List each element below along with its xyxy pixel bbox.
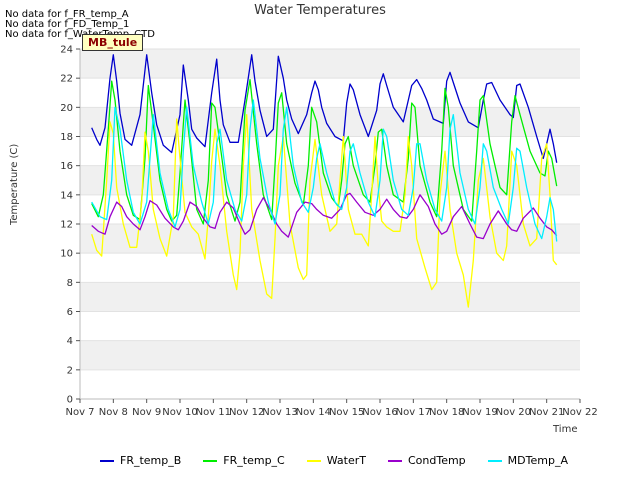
x-axis-label: Time: [553, 424, 578, 435]
no-data-note-3: No data for f_WaterTemp_CTD: [5, 29, 155, 40]
legend-swatch: [203, 459, 218, 462]
legend-label: FR_temp_C: [223, 454, 285, 467]
x-tick-label: Nov 21: [529, 407, 564, 418]
y-tick-label: 18: [60, 132, 73, 143]
legend-swatch: [100, 459, 114, 462]
y-axis-label: Temperature (C): [9, 143, 20, 225]
legend-swatch: [487, 459, 502, 462]
legend-item-CondTemp: CondTemp: [387, 454, 466, 467]
legend-item-FR_temp_B: FR_temp_B: [100, 454, 181, 467]
background-bands: [80, 48, 580, 400]
y-tick-label: 20: [60, 103, 73, 114]
legend-item-MDTemp_A: MDTemp_A: [487, 454, 568, 467]
series-line-WaterT: [91, 113, 558, 308]
legend-label: MDTemp_A: [507, 454, 568, 467]
chart-title: Water Temperatures: [254, 3, 386, 18]
legend-item-FR_temp_C: FR_temp_C: [203, 454, 285, 467]
legend-item-WaterT: WaterT: [306, 454, 366, 467]
x-tick-label: Nov 10: [162, 407, 197, 418]
grid-band: [80, 107, 580, 137]
x-tick-label: Nov 12: [229, 407, 264, 418]
x-tick-label: Nov 7: [65, 407, 94, 418]
x-tick-label: Nov 22: [562, 407, 597, 418]
series-layer: [91, 54, 558, 308]
y-tick-label: 10: [60, 249, 73, 260]
legend: FR_temp_B FR_temp_C WaterT CondTemp MDTemp_A: [100, 454, 568, 467]
legend-label: CondTemp: [407, 454, 466, 467]
x-tick-label: Nov 13: [262, 407, 297, 418]
legend-swatch: [306, 459, 321, 462]
y-tick-label: 4: [67, 336, 73, 347]
x-tick-label: Nov 19: [462, 407, 497, 418]
x-tick-label: Nov 17: [396, 407, 431, 418]
y-tick-label: 24: [60, 45, 73, 56]
series-line-CondTemp: [91, 192, 558, 240]
x-tick-label: Nov 8: [99, 407, 128, 418]
series-line-MDTemp_A: [91, 99, 558, 242]
x-tick-label: Nov 11: [196, 407, 231, 418]
grid-band: [80, 340, 580, 370]
legend-swatch: [387, 459, 402, 462]
legend-label: FR_temp_B: [120, 454, 182, 467]
x-tick-label: Nov 18: [429, 407, 464, 418]
x-tick-label: Nov 16: [362, 407, 397, 418]
y-tick-label: 0: [67, 395, 73, 406]
legend-label: WaterT: [326, 454, 366, 467]
x-tick-label: Nov 15: [329, 407, 364, 418]
grid-band: [80, 165, 580, 195]
site-tag: MB_tule: [82, 34, 144, 51]
y-tick-label: 14: [60, 190, 73, 201]
no-data-note-1: No data for f_FR_temp_A: [5, 9, 129, 20]
no-data-note-2: No data for f_FD_Temp_1: [5, 19, 130, 30]
x-tick-label: Nov 20: [496, 407, 531, 418]
y-tick-label: 22: [60, 74, 73, 85]
x-tick-label: Nov 9: [132, 407, 161, 418]
y-tick-label: 6: [67, 307, 73, 318]
grid-band: [80, 282, 580, 312]
y-tick-label: 16: [60, 161, 73, 172]
y-tick-label: 2: [67, 365, 73, 376]
series-line-FR_temp_C: [91, 78, 558, 225]
y-tick-label: 12: [60, 220, 73, 231]
x-tick-label: Nov 14: [296, 407, 331, 418]
grid-band: [80, 49, 580, 79]
y-tick-label: 8: [67, 278, 73, 289]
